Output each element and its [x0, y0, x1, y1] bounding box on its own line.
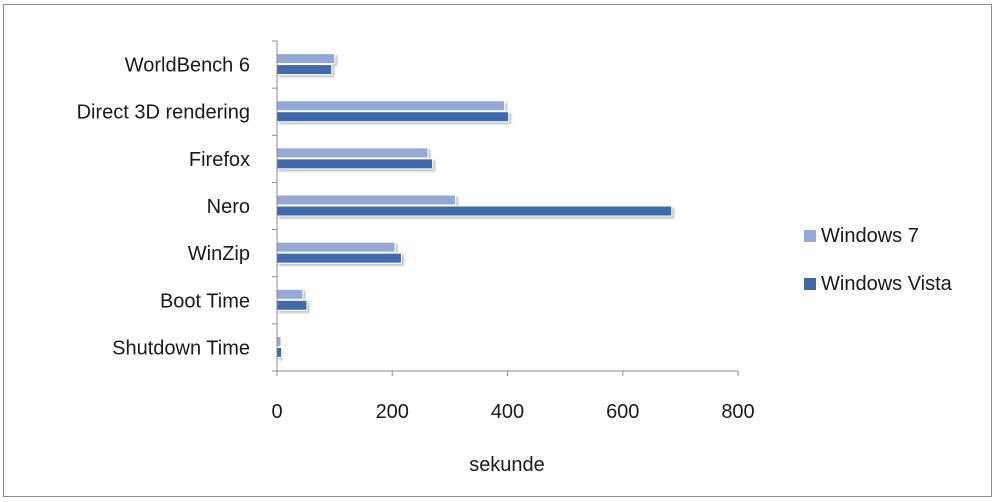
category-label: WorldBench 6	[125, 55, 250, 77]
bar	[276, 147, 429, 159]
bar	[276, 241, 396, 253]
bar	[276, 252, 402, 264]
bar	[276, 288, 304, 300]
legend-label: Windows 7	[821, 225, 919, 247]
x-tick-label: 0	[271, 401, 282, 423]
x-axis-title: sekunde	[469, 454, 545, 476]
bar	[276, 335, 282, 347]
bar	[276, 346, 283, 358]
legend-swatch	[804, 230, 816, 242]
x-tick-label: 200	[376, 401, 409, 423]
x-tick-label: 800	[721, 401, 754, 423]
bar	[276, 205, 673, 217]
category-labels-layer: WorldBench 6 Direct 3D rendering Firefox Ne…	[77, 55, 250, 360]
bar	[276, 100, 506, 112]
legend: Windows 7 Windows Vista	[804, 225, 953, 295]
bar	[276, 111, 510, 123]
x-tick-label: 400	[491, 401, 524, 423]
ticks-layer	[272, 40, 739, 376]
bar	[276, 64, 333, 76]
bar	[276, 299, 308, 311]
chart-frame	[3, 4, 992, 497]
x-tick-label: 600	[606, 401, 639, 423]
legend-label: Windows Vista	[821, 273, 953, 295]
x-tick-labels-layer: 0 200 400 600 800	[271, 401, 754, 423]
category-label: Firefox	[189, 149, 250, 171]
bar	[276, 53, 336, 65]
category-label: Direct 3D rendering	[77, 102, 250, 124]
bars-layer	[276, 53, 673, 358]
category-label: WinZip	[188, 243, 250, 265]
legend-swatch	[804, 278, 816, 290]
category-label: Boot Time	[160, 290, 250, 312]
bar	[276, 194, 457, 206]
category-label: Nero	[207, 196, 250, 218]
category-label: Shutdown Time	[112, 337, 250, 359]
bar	[276, 158, 434, 170]
